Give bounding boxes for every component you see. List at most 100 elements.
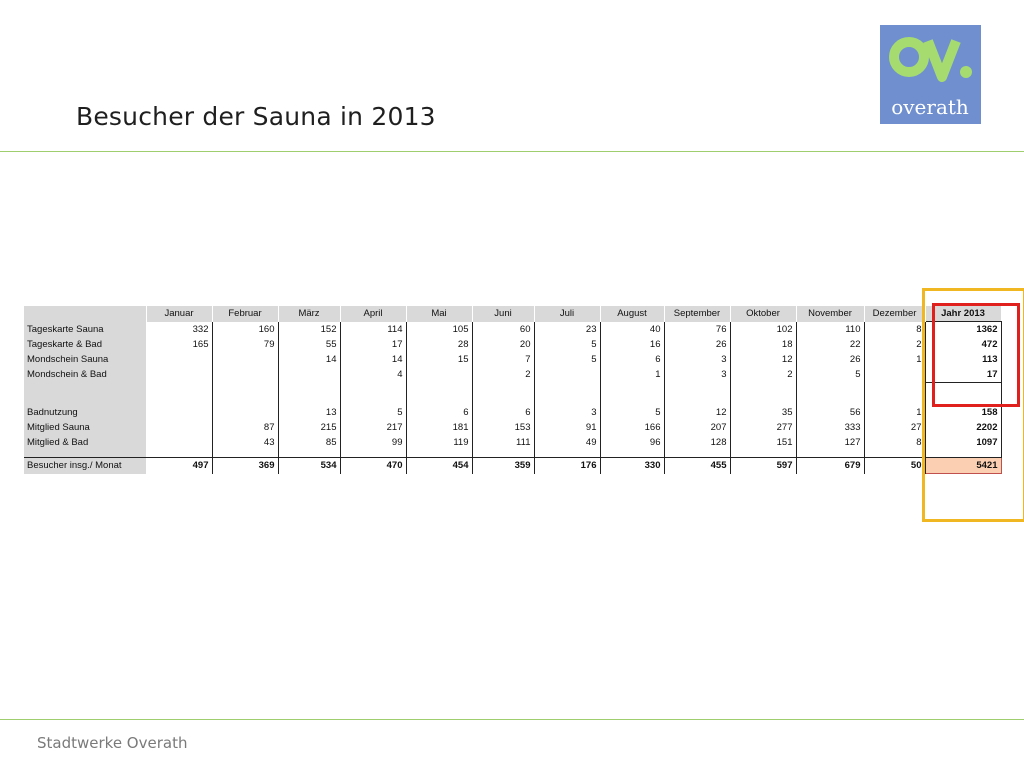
footer-divider: [0, 719, 1024, 720]
table-cell: 22: [796, 337, 865, 352]
spacer-cell: [340, 450, 407, 458]
table-cell: 369: [212, 457, 279, 474]
row-label: Mitglied Sauna: [24, 420, 146, 435]
table-cell: 60: [472, 321, 535, 337]
spacer-cell: [212, 382, 279, 405]
table-cell: 111: [472, 435, 535, 450]
spacer-cell: [406, 382, 473, 405]
spacer-cell: [730, 450, 797, 458]
spacer-cell: [212, 450, 279, 458]
table-cell: 1: [600, 367, 665, 383]
row-label: Tageskarte Sauna: [24, 321, 146, 337]
table-cell: 5: [796, 367, 865, 383]
table-cell: 5: [534, 337, 601, 352]
table-cell: 2: [864, 337, 926, 352]
table-cell: 87: [212, 420, 279, 435]
table-cell: [406, 367, 473, 383]
table-cell: 6: [600, 352, 665, 367]
spacer-cell: [146, 382, 213, 405]
table-cell: 55: [278, 337, 341, 352]
table-cell: 176: [534, 457, 601, 474]
table-cell: 333: [796, 420, 865, 435]
ov-logo-icon: overath: [889, 37, 972, 119]
column-header: November: [796, 306, 865, 322]
table-cell: 1: [864, 405, 926, 420]
spacer-cell: [796, 382, 865, 405]
table-cell: 13: [278, 405, 341, 420]
column-header: März: [278, 306, 341, 322]
table-row: Besucher insg./ Monat 497 369 534 470 454 359 1…: [24, 457, 1002, 474]
table-cell: 79: [212, 337, 279, 352]
column-header: Juli: [534, 306, 601, 322]
spacer-cell: [796, 450, 865, 458]
spacer-cell: [730, 382, 797, 405]
table-cell: 14: [278, 352, 341, 367]
column-header: Februar: [212, 306, 279, 322]
column-header: Oktober: [730, 306, 797, 322]
table-row: Tageskarte & Bad 165 79 55 17 28 20 5 16 26 18 22 2 4…: [24, 337, 1002, 352]
table-cell: 43: [212, 435, 279, 450]
spacer-cell: [864, 382, 926, 405]
table-cell: 6: [406, 405, 473, 420]
row-label: Tageskarte & Bad: [24, 337, 146, 352]
spacer-cell: [278, 450, 341, 458]
spacer-cell: [925, 450, 1002, 458]
table-cell: [534, 367, 601, 383]
table-cell: 165: [146, 337, 213, 352]
table-cell: 597: [730, 457, 797, 474]
column-header: Januar: [146, 306, 213, 322]
table-cell: 4: [340, 367, 407, 383]
logo-text: overath: [891, 95, 969, 119]
table-cell: 332: [146, 321, 213, 337]
table-cell: 2: [472, 367, 535, 383]
year-total-cell: 17: [925, 367, 1002, 383]
year-total-cell: 5421: [924, 457, 1002, 474]
overath-logo: overath: [880, 25, 981, 124]
table-row: Mondschein & Bad 4 2 1 3 2 5 17: [24, 367, 1002, 383]
table-cell: 8: [864, 435, 926, 450]
table-cell: 35: [730, 405, 797, 420]
table-row: Mitglied Sauna 87 215 217 181 153 91 166 207 277 3…: [24, 420, 1002, 435]
table-cell: 20: [472, 337, 535, 352]
table-cell: 277: [730, 420, 797, 435]
spacer-cell: [864, 450, 926, 458]
table-cell: 50: [864, 457, 926, 474]
table-cell: 128: [664, 435, 731, 450]
table-cell: 91: [534, 420, 601, 435]
spacer-cell: [664, 450, 731, 458]
table-cell: [212, 367, 279, 383]
visitor-table: Januar Februar März April Mai Juni Juli …: [24, 306, 1002, 474]
row-label: Mondschein & Bad: [24, 367, 146, 383]
table-cell: 12: [730, 352, 797, 367]
table-cell: 26: [796, 352, 865, 367]
table-cell: 679: [796, 457, 865, 474]
table-cell: 359: [472, 457, 535, 474]
spacer-cell: [146, 450, 213, 458]
table-cell: 127: [796, 435, 865, 450]
table-cell: [146, 405, 213, 420]
column-header: April: [340, 306, 407, 322]
table-row: Mondschein Sauna 14 14 15 7 5 6 3 12 26 1 113: [24, 352, 1002, 367]
table-cell: 160: [212, 321, 279, 337]
year-total-cell: 472: [925, 337, 1002, 352]
year-total-cell: 158: [925, 405, 1002, 420]
row-label: Mitglied & Bad: [24, 435, 146, 450]
table-cell: 5: [600, 405, 665, 420]
table-cell: [146, 367, 213, 383]
table-cell: 26: [664, 337, 731, 352]
table-cell: 27: [864, 420, 926, 435]
table-cell: 215: [278, 420, 341, 435]
table-cell: 5: [340, 405, 407, 420]
table-cell: 217: [340, 420, 407, 435]
table-cell: 16: [600, 337, 665, 352]
table-cell: 96: [600, 435, 665, 450]
table-cell: 102: [730, 321, 797, 337]
table-cell: 105: [406, 321, 473, 337]
highlight-box-red: [932, 303, 1020, 407]
column-header: August: [600, 306, 665, 322]
table-cell: 470: [340, 457, 407, 474]
column-header: Juni: [472, 306, 535, 322]
table-cell: 14: [340, 352, 407, 367]
table-cell: 110: [796, 321, 865, 337]
table-cell: [146, 420, 213, 435]
